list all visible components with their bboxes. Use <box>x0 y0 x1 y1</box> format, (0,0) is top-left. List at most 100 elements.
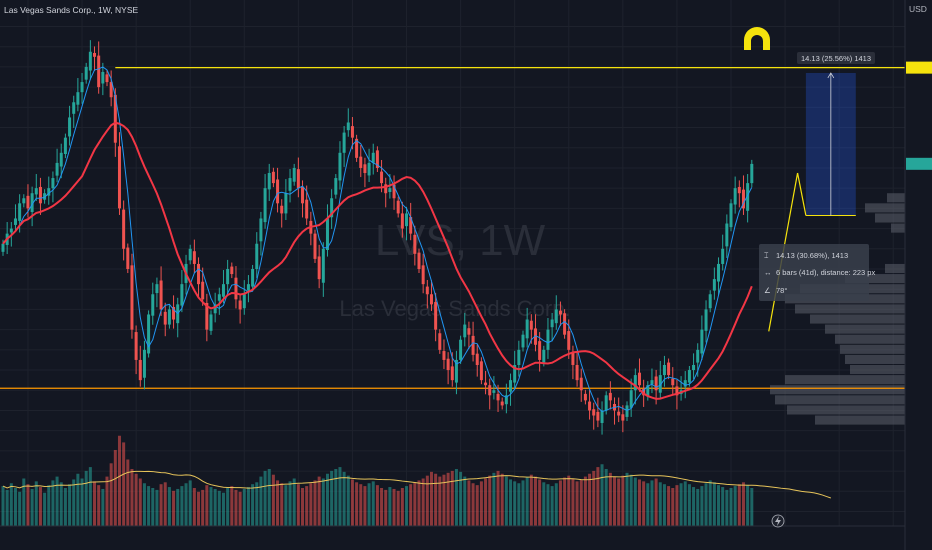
volume-profile-bar <box>891 223 905 233</box>
volume-bar <box>604 469 608 526</box>
volume-bar <box>725 489 729 526</box>
volume-profile-bar <box>887 193 905 203</box>
volume-bar <box>292 478 296 526</box>
volume-profile-bar <box>835 334 905 344</box>
volume-bar <box>504 476 508 526</box>
candle-body <box>130 265 134 330</box>
volume-bar <box>621 475 625 526</box>
candle-body <box>571 352 575 365</box>
volume-bar <box>238 491 242 526</box>
candle-body <box>671 378 675 386</box>
volume-bar <box>30 488 34 526</box>
candle-body <box>550 319 554 328</box>
volume-bar <box>184 483 188 526</box>
horizontal-levels[interactable] <box>0 67 905 389</box>
volume-bar <box>309 483 313 526</box>
candle-body <box>687 370 691 383</box>
volume-bar <box>18 491 22 526</box>
volume-bar <box>126 459 130 526</box>
volume-bar <box>642 481 646 526</box>
candle-body <box>546 329 550 350</box>
candle-body <box>55 162 59 176</box>
candle-body <box>271 171 275 184</box>
candle-body <box>101 71 105 84</box>
volume-bar <box>47 485 51 526</box>
volume-bar <box>59 482 63 526</box>
measure-line3: 78° <box>776 286 787 295</box>
candle-body <box>76 92 80 105</box>
candle-body <box>338 152 342 181</box>
volume-bar <box>209 487 213 526</box>
level-price-tag-bg <box>906 61 932 74</box>
candle-body <box>9 228 13 233</box>
volume-bar <box>633 477 637 526</box>
volume-bar <box>255 482 259 526</box>
candle-body <box>26 195 30 209</box>
candle-body <box>459 339 463 360</box>
volume-bar <box>600 464 604 526</box>
volume-bar <box>359 484 363 526</box>
candle-body <box>213 304 217 314</box>
volume-bar <box>563 477 567 526</box>
volume-bar <box>68 484 72 526</box>
volume-bar <box>93 481 97 526</box>
candle-body <box>221 284 225 297</box>
candle-body <box>563 313 567 335</box>
volume-profile-bar <box>825 324 905 334</box>
volume-bar <box>330 470 334 526</box>
candle-body <box>151 294 155 316</box>
volume-bar <box>76 473 80 526</box>
candle-body <box>105 74 109 83</box>
magnet-icon[interactable] <box>744 27 770 54</box>
volume-bar <box>538 479 542 526</box>
volume-bar <box>259 476 263 526</box>
candle-body <box>38 186 42 204</box>
volume-bar <box>704 483 708 526</box>
volume-bar <box>409 484 413 526</box>
volume-bar <box>542 482 546 526</box>
volume-bar <box>172 490 176 526</box>
candle-body <box>276 179 280 204</box>
candle-body <box>375 150 379 168</box>
measure-icon: ⌶ <box>764 251 769 260</box>
candle-body <box>321 248 325 283</box>
volume-bar <box>750 488 754 526</box>
volume-bar <box>113 450 117 526</box>
volume-bar <box>43 492 47 526</box>
volume-bar <box>276 480 280 526</box>
volume-profile-bar <box>885 263 905 274</box>
candle-body <box>525 319 529 339</box>
volume-profile-bar <box>775 395 905 405</box>
candle-body <box>696 349 700 363</box>
candle-body <box>292 167 296 182</box>
candle-body <box>421 265 425 285</box>
candle-body <box>188 248 192 261</box>
candle-body <box>567 331 571 350</box>
volume-bar <box>34 481 38 526</box>
angle-icon: ∠ <box>764 286 771 295</box>
candle-body <box>392 184 396 199</box>
volume-bar <box>596 467 600 526</box>
volume-bar <box>192 488 196 526</box>
candle-body <box>488 385 492 396</box>
volume-bar <box>271 474 275 526</box>
volume-bar <box>84 470 88 526</box>
candle-body <box>721 248 725 264</box>
candle-body <box>22 198 26 204</box>
volume-bar <box>313 480 317 526</box>
candle-body <box>384 184 388 194</box>
volume-bar <box>421 478 425 526</box>
volume-bar <box>338 467 342 526</box>
volume-bar <box>201 489 205 526</box>
volume-bar <box>221 492 225 526</box>
lightning-icon[interactable] <box>771 514 785 528</box>
volume-bar <box>296 484 300 526</box>
volume-bar <box>675 485 679 526</box>
volume-bar <box>101 488 105 526</box>
volume-bar <box>63 488 67 526</box>
volume-bar <box>380 488 384 526</box>
volume-bar <box>284 485 288 526</box>
candle-body <box>380 171 384 184</box>
ma-blue-line <box>2 66 753 413</box>
